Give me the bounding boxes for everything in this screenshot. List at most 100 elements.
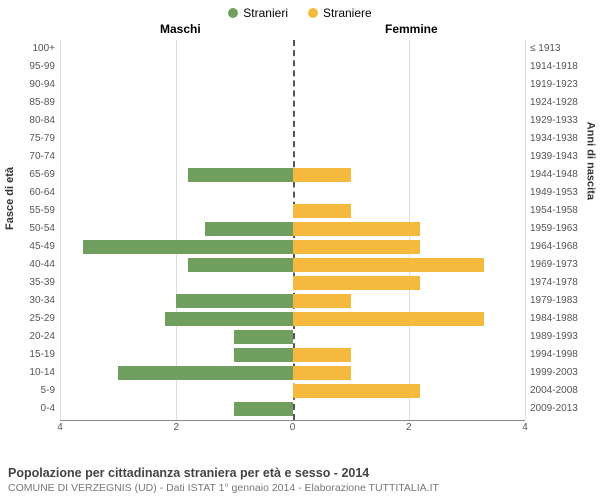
- y-tick-right: 1934-1938: [530, 130, 600, 148]
- col-title-right: Femmine: [385, 22, 438, 36]
- bar-row: [60, 184, 525, 202]
- x-axis-ticks: 4 2 0 2 4: [60, 422, 525, 438]
- chart: Fasce di età Anni di nascita 42024 100+≤…: [0, 40, 600, 440]
- bar-row: [60, 328, 525, 346]
- x-tick: 4: [522, 422, 528, 433]
- y-tick-right: 1954-1958: [530, 202, 600, 220]
- legend-swatch-male: [228, 8, 238, 18]
- y-tick-left: 20-24: [0, 328, 55, 346]
- y-tick-left: 50-54: [0, 220, 55, 238]
- y-tick-right: 1999-2003: [530, 364, 600, 382]
- y-tick-left: 75-79: [0, 130, 55, 148]
- y-tick-right: 1974-1978: [530, 274, 600, 292]
- y-tick-right: 1944-1948: [530, 166, 600, 184]
- plot-area: [60, 40, 525, 421]
- bar-male: [234, 348, 292, 362]
- bar-male: [234, 330, 292, 344]
- y-tick-left: 55-59: [0, 202, 55, 220]
- y-tick-right: 1984-1988: [530, 310, 600, 328]
- bar-row: [60, 148, 525, 166]
- y-tick-left: 40-44: [0, 256, 55, 274]
- bar-row: [60, 40, 525, 58]
- bar-female: [293, 204, 351, 218]
- y-tick-left: 25-29: [0, 310, 55, 328]
- y-tick-right: 1924-1928: [530, 94, 600, 112]
- bar-row: [60, 58, 525, 76]
- x-tick: 2: [406, 422, 412, 433]
- bar-female: [293, 366, 351, 380]
- bar-row: [60, 130, 525, 148]
- bar-row: [60, 256, 525, 274]
- bar-row: [60, 76, 525, 94]
- bar-row: [60, 112, 525, 130]
- y-tick-right: 1979-1983: [530, 292, 600, 310]
- bar-male: [188, 168, 293, 182]
- y-tick-right: 2004-2008: [530, 382, 600, 400]
- bar-row: [60, 382, 525, 400]
- bar-female: [293, 294, 351, 308]
- y-tick-right: 1929-1933: [530, 112, 600, 130]
- legend: Stranieri Straniere: [0, 0, 600, 22]
- y-tick-left: 65-69: [0, 166, 55, 184]
- y-tick-right: 1959-1963: [530, 220, 600, 238]
- bar-row: [60, 274, 525, 292]
- bar-male: [188, 258, 293, 272]
- bar-female: [293, 222, 421, 236]
- y-tick-right: 1969-1973: [530, 256, 600, 274]
- y-tick-right: 1994-1998: [530, 346, 600, 364]
- y-tick-left: 90-94: [0, 76, 55, 94]
- y-tick-left: 95-99: [0, 58, 55, 76]
- bar-female: [293, 168, 351, 182]
- column-titles: Maschi Femmine: [0, 22, 600, 40]
- bar-row: [60, 202, 525, 220]
- y-tick-left: 85-89: [0, 94, 55, 112]
- y-tick-right: 1939-1943: [530, 148, 600, 166]
- bar-male: [118, 366, 292, 380]
- col-title-left: Maschi: [160, 22, 201, 36]
- bar-male: [165, 312, 293, 326]
- bar-row: [60, 220, 525, 238]
- bar-female: [293, 258, 485, 272]
- bar-row: [60, 346, 525, 364]
- bar-male: [176, 294, 292, 308]
- chart-title: Popolazione per cittadinanza straniera p…: [8, 466, 592, 480]
- y-tick-right: 1914-1918: [530, 58, 600, 76]
- legend-label-male: Stranieri: [243, 6, 288, 20]
- legend-label-female: Straniere: [323, 6, 372, 20]
- y-tick-left: 30-34: [0, 292, 55, 310]
- y-tick-left: 100+: [0, 40, 55, 58]
- bar-row: [60, 310, 525, 328]
- y-tick-left: 45-49: [0, 238, 55, 256]
- y-tick-left: 5-9: [0, 382, 55, 400]
- x-tick: 0: [290, 422, 296, 433]
- legend-item-male: Stranieri: [228, 6, 288, 20]
- y-tick-left: 35-39: [0, 274, 55, 292]
- y-tick-left: 80-84: [0, 112, 55, 130]
- y-tick-right: 1919-1923: [530, 76, 600, 94]
- y-tick-right: 1949-1953: [530, 184, 600, 202]
- bar-male: [234, 402, 292, 416]
- y-tick-left: 70-74: [0, 148, 55, 166]
- y-tick-left: 10-14: [0, 364, 55, 382]
- y-tick-right: 1964-1968: [530, 238, 600, 256]
- legend-swatch-female: [308, 8, 318, 18]
- bar-male: [205, 222, 292, 236]
- gridline: [525, 40, 526, 420]
- y-tick-left: 0-4: [0, 400, 55, 418]
- bar-row: [60, 292, 525, 310]
- x-tick: 4: [57, 422, 63, 433]
- y-tick-right: 2009-2013: [530, 400, 600, 418]
- y-tick-right: 1989-1993: [530, 328, 600, 346]
- bar-female: [293, 240, 421, 254]
- x-tick: 2: [173, 422, 179, 433]
- bar-row: [60, 166, 525, 184]
- y-tick-left: 15-19: [0, 346, 55, 364]
- bar-female: [293, 312, 485, 326]
- footer: Popolazione per cittadinanza straniera p…: [8, 466, 592, 494]
- y-tick-right: ≤ 1913: [530, 40, 600, 58]
- y-tick-left: 60-64: [0, 184, 55, 202]
- bar-row: [60, 400, 525, 418]
- bar-female: [293, 384, 421, 398]
- chart-subtitle: COMUNE DI VERZEGNIS (UD) - Dati ISTAT 1°…: [8, 482, 592, 494]
- bar-row: [60, 94, 525, 112]
